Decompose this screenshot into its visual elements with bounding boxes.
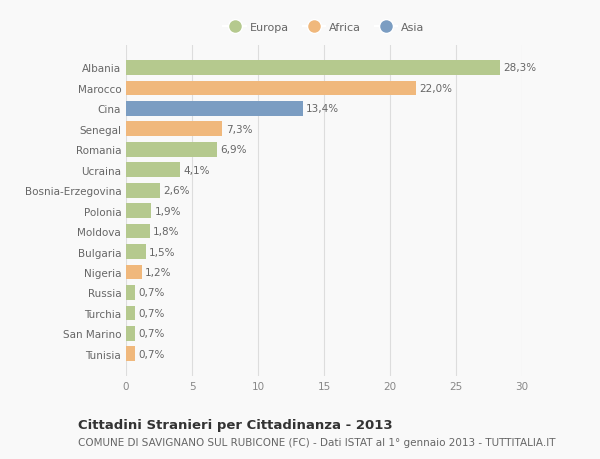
Text: 22,0%: 22,0% bbox=[420, 84, 453, 94]
Bar bbox=[126, 224, 150, 239]
Bar bbox=[126, 143, 217, 157]
Text: 1,2%: 1,2% bbox=[145, 268, 172, 277]
Text: 1,5%: 1,5% bbox=[149, 247, 176, 257]
Legend: Europa, Africa, Asia: Europa, Africa, Asia bbox=[219, 18, 429, 37]
Text: 0,7%: 0,7% bbox=[139, 288, 165, 298]
Bar bbox=[126, 245, 146, 259]
Bar bbox=[126, 122, 223, 137]
Bar bbox=[126, 163, 180, 178]
Bar bbox=[126, 81, 416, 96]
Text: Cittadini Stranieri per Cittadinanza - 2013: Cittadini Stranieri per Cittadinanza - 2… bbox=[78, 418, 392, 431]
Text: 13,4%: 13,4% bbox=[306, 104, 340, 114]
Text: 4,1%: 4,1% bbox=[184, 165, 210, 175]
Bar bbox=[126, 184, 160, 198]
Bar bbox=[126, 204, 151, 218]
Text: 28,3%: 28,3% bbox=[503, 63, 536, 73]
Bar bbox=[126, 306, 135, 320]
Bar bbox=[126, 102, 303, 117]
Text: COMUNE DI SAVIGNANO SUL RUBICONE (FC) - Dati ISTAT al 1° gennaio 2013 - TUTTITAL: COMUNE DI SAVIGNANO SUL RUBICONE (FC) - … bbox=[78, 437, 556, 447]
Bar bbox=[126, 265, 142, 280]
Text: 6,9%: 6,9% bbox=[220, 145, 247, 155]
Text: 1,9%: 1,9% bbox=[154, 206, 181, 216]
Text: 2,6%: 2,6% bbox=[164, 186, 190, 196]
Text: 0,7%: 0,7% bbox=[139, 349, 165, 359]
Text: 0,7%: 0,7% bbox=[139, 329, 165, 339]
Text: 0,7%: 0,7% bbox=[139, 308, 165, 318]
Text: 1,8%: 1,8% bbox=[153, 227, 179, 236]
Bar bbox=[126, 326, 135, 341]
Text: 7,3%: 7,3% bbox=[226, 124, 252, 134]
Bar bbox=[126, 347, 135, 361]
Bar bbox=[126, 61, 500, 76]
Bar bbox=[126, 285, 135, 300]
